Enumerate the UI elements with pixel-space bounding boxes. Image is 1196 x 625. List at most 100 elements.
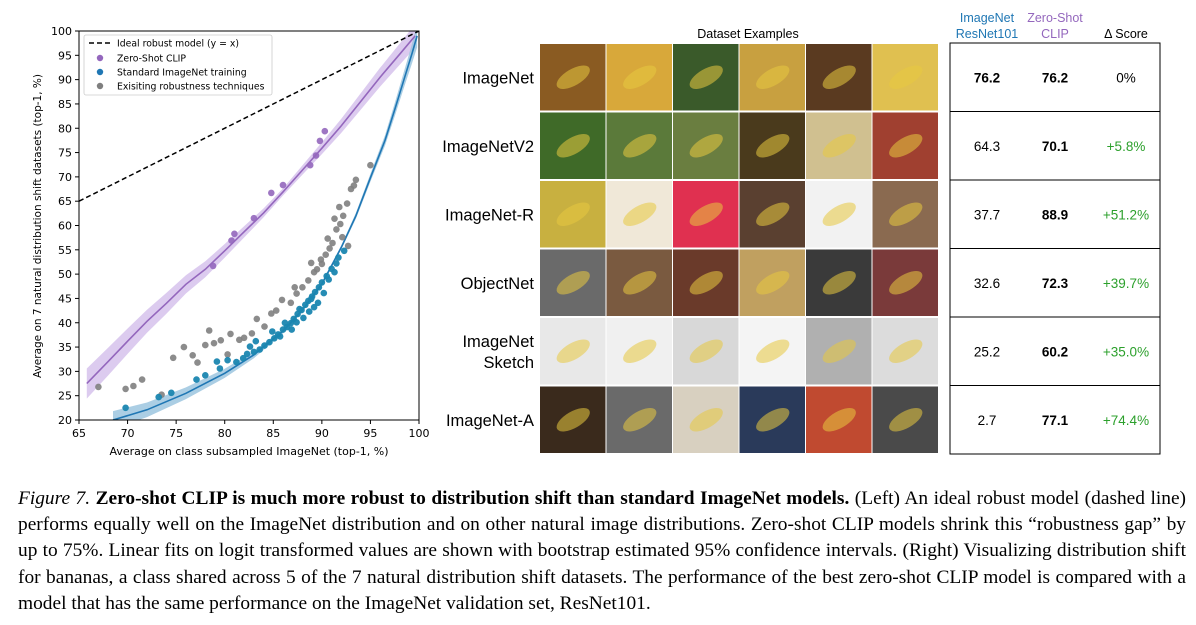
clip-score: 77.1 bbox=[1042, 413, 1069, 428]
dataset-row: ImageNet-R 37.7 88.9 +51.2% bbox=[445, 179, 1161, 249]
standard-point bbox=[246, 343, 254, 350]
ideal-robust-line bbox=[79, 31, 419, 202]
standard-point bbox=[261, 342, 268, 349]
standard-point bbox=[296, 305, 303, 313]
x-tick-label: 80 bbox=[218, 427, 232, 440]
standard-point bbox=[305, 308, 313, 315]
banana-icon bbox=[689, 408, 723, 432]
banana-icon bbox=[756, 408, 790, 432]
robust-point bbox=[272, 307, 280, 314]
robust-point bbox=[227, 330, 234, 338]
banana-icon bbox=[822, 408, 856, 432]
banana-icon bbox=[822, 271, 856, 295]
robust-point bbox=[180, 343, 188, 351]
y-tick-label: 100 bbox=[51, 25, 72, 38]
banana-icon bbox=[556, 202, 590, 226]
banana-icon bbox=[689, 339, 723, 363]
dataset-row: ImageNet Sketch 25.2 60.2 +35.0% bbox=[462, 316, 1161, 386]
resnet-score: 76.2 bbox=[974, 70, 1000, 85]
robust-point bbox=[278, 296, 286, 304]
x-tick-label: 85 bbox=[266, 427, 280, 440]
standard-point bbox=[216, 365, 224, 372]
resnet-header-line2: ResNet101 bbox=[956, 27, 1019, 41]
delta-score: +5.8% bbox=[1107, 139, 1146, 154]
clip-header-line1: Zero-Shot bbox=[1027, 11, 1083, 25]
banana-icon bbox=[556, 271, 590, 295]
y-tick-label: 50 bbox=[58, 268, 72, 281]
score-cell-border bbox=[949, 385, 1161, 455]
legend-box bbox=[83, 34, 273, 96]
standard-point bbox=[155, 393, 162, 401]
banana-icon bbox=[756, 65, 790, 89]
standard-point bbox=[202, 372, 209, 379]
zero-shot-clip-points bbox=[209, 127, 329, 270]
y-tick-label: 85 bbox=[58, 98, 72, 111]
clip-score: 72.3 bbox=[1042, 276, 1069, 291]
standard-point bbox=[250, 348, 258, 356]
dataset-examples-header: Dataset Examples bbox=[697, 27, 798, 41]
robust-point bbox=[224, 351, 231, 358]
y-tick-label: 40 bbox=[58, 317, 72, 330]
banana-icon bbox=[556, 408, 590, 432]
robust-point bbox=[336, 203, 343, 211]
standard-point bbox=[281, 319, 289, 327]
banana-icon bbox=[623, 65, 657, 89]
robust-point bbox=[350, 182, 358, 189]
banana-icon bbox=[756, 271, 790, 295]
standard-point bbox=[213, 358, 221, 365]
banana-icon bbox=[623, 202, 657, 226]
robust-point bbox=[343, 200, 351, 207]
banana-icon bbox=[623, 134, 657, 158]
x-tick-label: 100 bbox=[409, 427, 430, 440]
resnet-header-line1: ImageNet bbox=[960, 11, 1015, 25]
dataset-name: ImageNetV2 bbox=[442, 138, 534, 156]
banana-icon bbox=[623, 271, 657, 295]
clip-score: 88.9 bbox=[1042, 207, 1068, 222]
clip-score: 76.2 bbox=[1042, 70, 1068, 85]
y-axis-ticks: 20 25 30 35 40 45 50 55 60 65 70 75 80 85 90 95 100 bbox=[51, 25, 79, 427]
standard-point bbox=[340, 247, 348, 255]
robust-point bbox=[205, 327, 213, 334]
figure-label: Figure 7. bbox=[18, 488, 91, 509]
clip-point bbox=[268, 189, 275, 197]
banana-icon bbox=[556, 134, 590, 158]
delta-score: 0% bbox=[1116, 70, 1136, 85]
y-tick-label: 90 bbox=[58, 74, 72, 87]
delta-score: +51.2% bbox=[1103, 207, 1149, 222]
y-tick-label: 25 bbox=[58, 390, 72, 403]
banana-icon bbox=[556, 339, 590, 363]
standard-point bbox=[320, 289, 328, 297]
standard-point bbox=[243, 350, 251, 358]
robust-point bbox=[326, 245, 333, 252]
robust-point bbox=[339, 233, 346, 241]
clip-point bbox=[209, 262, 217, 270]
robust-point bbox=[291, 284, 299, 291]
robust-point bbox=[352, 176, 360, 184]
clip-score: 70.1 bbox=[1042, 139, 1069, 154]
delta-score: +35.0% bbox=[1103, 344, 1149, 359]
clip-point bbox=[228, 237, 235, 244]
banana-icon bbox=[889, 202, 923, 226]
robust-point bbox=[322, 251, 330, 258]
standard-point bbox=[233, 358, 240, 366]
banana-icon bbox=[756, 134, 790, 158]
robust-point bbox=[217, 337, 225, 344]
robust-point bbox=[287, 299, 295, 307]
robust-point bbox=[305, 277, 312, 284]
clip-point bbox=[231, 230, 238, 238]
robust-point bbox=[324, 235, 332, 242]
standard-point bbox=[269, 328, 276, 335]
dataset-name: ObjectNet bbox=[461, 275, 535, 293]
standard-point bbox=[276, 333, 284, 340]
banana-icon bbox=[822, 202, 856, 226]
robust-point bbox=[307, 259, 315, 267]
standard-point bbox=[266, 338, 273, 346]
table-rows: ImageNet 76.2 76.2 0% ImageNetV2 64.3 70.1 +5.8… bbox=[442, 42, 1161, 455]
y-tick-label: 55 bbox=[58, 244, 72, 257]
legend-ideal-label: Ideal robust model (y = x) bbox=[117, 39, 239, 50]
robust-point bbox=[268, 310, 275, 317]
standard-point bbox=[315, 284, 323, 291]
clip-point bbox=[250, 214, 258, 222]
standard-point bbox=[325, 276, 333, 283]
banana-icon bbox=[822, 65, 856, 89]
